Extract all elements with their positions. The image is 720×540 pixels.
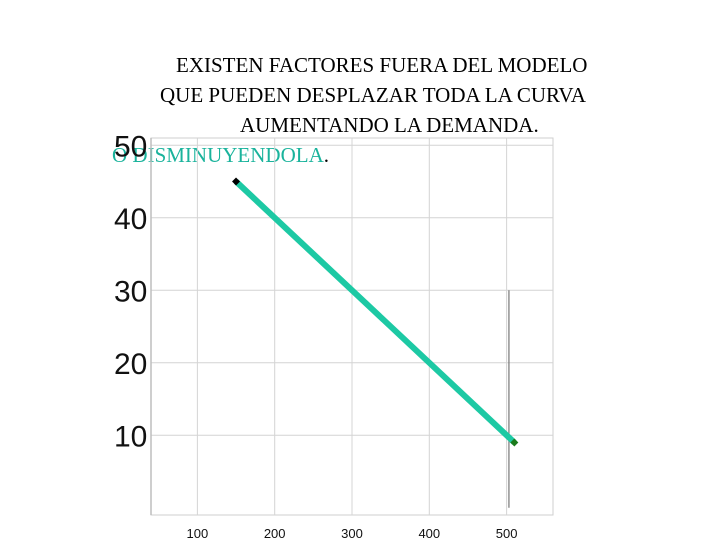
x-tick-label-2: 300 xyxy=(341,526,363,540)
x-tick-label-4: 500 xyxy=(496,526,518,540)
x-tick-label-3: 400 xyxy=(418,526,440,540)
y-tick-label-0: 10 xyxy=(114,420,147,453)
x-tick-label-0: 100 xyxy=(187,526,209,540)
y-tick-label-3: 40 xyxy=(114,203,147,236)
x-tick-label-1: 200 xyxy=(264,526,286,540)
caption-line-2: QUE PUEDEN DESPLAZAR TODA LA CURVA xyxy=(160,83,586,107)
curve-endpoint-marker-1 xyxy=(510,438,519,447)
caption-line-3: AUMENTANDO LA DEMANDA. xyxy=(240,113,539,137)
caption-line-4: O DISMINUYENDOLA. xyxy=(112,140,329,170)
caption-line-1: EXISTEN FACTORES FUERA DEL MODELO xyxy=(176,53,588,77)
caption-accent-text: O DISMINUYENDOLA xyxy=(112,143,324,167)
y-tick-label-4: 50 xyxy=(114,130,147,163)
curve-endpoint-marker-0 xyxy=(232,177,241,186)
y-tick-label-2: 30 xyxy=(114,275,147,308)
demand-curve-line-0 xyxy=(233,179,517,445)
y-tick-label-1: 20 xyxy=(114,348,147,381)
caption-period: . xyxy=(323,143,329,167)
